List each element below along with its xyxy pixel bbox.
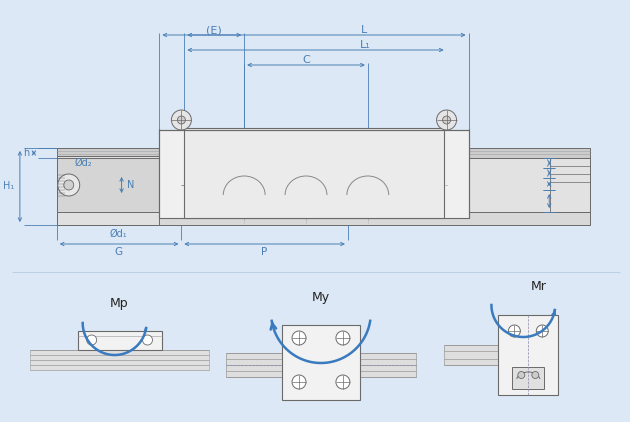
Bar	[282, 325, 360, 400]
Text: G: G	[115, 247, 123, 257]
Circle shape	[292, 375, 306, 389]
Text: N: N	[127, 180, 134, 190]
Text: (E): (E)	[207, 25, 222, 35]
Bar	[30, 350, 209, 370]
Bar	[444, 345, 498, 365]
Bar	[226, 353, 282, 377]
Text: P: P	[261, 247, 267, 257]
Circle shape	[518, 371, 525, 379]
Bar	[57, 156, 159, 225]
Bar	[512, 367, 544, 389]
Circle shape	[178, 116, 185, 124]
Circle shape	[443, 116, 450, 124]
Bar	[57, 158, 590, 225]
Circle shape	[437, 110, 457, 130]
Text: h: h	[23, 148, 30, 158]
Bar	[185, 128, 444, 130]
Circle shape	[508, 325, 520, 337]
Bar	[498, 315, 558, 395]
Circle shape	[171, 110, 192, 130]
Bar	[360, 353, 416, 377]
Circle shape	[336, 331, 350, 345]
Text: C: C	[302, 55, 310, 65]
Text: Mp: Mp	[110, 297, 129, 309]
Text: Mr: Mr	[530, 281, 546, 293]
Circle shape	[536, 325, 548, 337]
Bar	[57, 158, 159, 212]
Bar	[57, 148, 590, 158]
Text: L₁: L₁	[360, 40, 370, 50]
Text: H₁: H₁	[3, 181, 14, 191]
Circle shape	[292, 331, 306, 345]
Bar	[185, 130, 444, 218]
Circle shape	[87, 335, 96, 345]
Circle shape	[532, 371, 539, 379]
Text: Ød₂: Ød₂	[75, 158, 93, 168]
Bar	[77, 331, 163, 350]
Text: My: My	[312, 290, 330, 303]
Circle shape	[64, 180, 74, 190]
Bar	[159, 130, 469, 218]
Circle shape	[142, 335, 152, 345]
Circle shape	[336, 375, 350, 389]
Bar	[57, 158, 590, 212]
Text: Ød₁: Ød₁	[110, 229, 127, 239]
Circle shape	[58, 174, 80, 196]
Text: L: L	[361, 25, 367, 35]
